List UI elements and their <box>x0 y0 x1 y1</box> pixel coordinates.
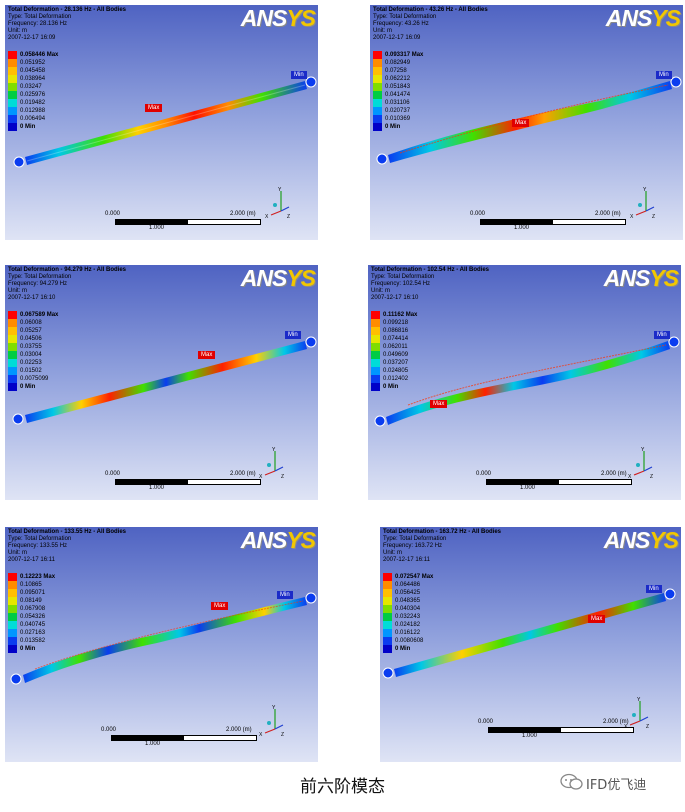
beam-deformation-plot <box>12 336 317 425</box>
result-type: Type: Total Deformation <box>383 536 447 542</box>
frequency: Frequency: 43.26 Hz <box>373 21 429 27</box>
svg-text:X: X <box>259 474 263 480</box>
min-marker: Min <box>656 71 672 79</box>
frequency: Frequency: 163.72 Hz <box>383 543 443 549</box>
svg-text:Z: Z <box>646 724 649 730</box>
min-marker: Min <box>291 71 307 79</box>
min-marker: Min <box>654 331 670 339</box>
unit: Unit: m <box>373 28 393 34</box>
max-marker: Max <box>430 400 448 408</box>
result-type: Type: Total Deformation <box>8 274 72 280</box>
frequency: Frequency: 28.136 Hz <box>8 21 68 27</box>
timestamp: 2007-12-17 16:09 <box>8 35 56 41</box>
timestamp: 2007-12-17 16:09 <box>373 35 421 41</box>
svg-text:Y: Y <box>278 187 282 193</box>
watermark: IFD优飞迪 <box>560 772 646 797</box>
mode-panel-2: Total Deformation - 43.26 Hz - All Bodie… <box>370 5 683 240</box>
timestamp: 2007-12-17 16:11 <box>383 557 430 563</box>
svg-text:Y: Y <box>272 705 276 711</box>
svg-text:X: X <box>630 214 634 220</box>
axis-triad-icon: Y X Z <box>624 697 649 730</box>
unit: Unit: m <box>383 550 403 556</box>
frequency: Frequency: 94.279 Hz <box>8 281 68 287</box>
axis-triad-icon: Y X Z <box>259 447 284 480</box>
watermark-label: IFD优飞迪 <box>586 778 647 793</box>
svg-text:Z: Z <box>287 214 290 220</box>
panel-title: Total Deformation - 94.279 Hz - All Bodi… <box>8 267 127 273</box>
min-marker: Min <box>277 591 293 599</box>
svg-text:Y: Y <box>643 187 647 193</box>
axis-triad-icon: Y X Z <box>628 447 653 480</box>
ansys-logo: ANSYS <box>603 527 679 553</box>
beam-deformation-plot <box>374 336 680 427</box>
ansys-logo: ANSYS <box>605 5 681 31</box>
svg-text:X: X <box>259 732 263 738</box>
unit: Unit: m <box>8 28 28 34</box>
frequency: Frequency: 133.55 Hz <box>8 543 68 549</box>
svg-text:Y: Y <box>637 697 641 703</box>
timestamp: 2007-12-17 16:11 <box>8 557 55 563</box>
beam-deformation-plot <box>10 592 317 685</box>
svg-text:Z: Z <box>652 214 655 220</box>
panel-title: Total Deformation - 133.55 Hz - All Bodi… <box>8 529 127 535</box>
max-marker: Max <box>211 602 229 610</box>
result-type: Type: Total Deformation <box>371 274 435 280</box>
ansys-logo: ANSYS <box>240 5 316 31</box>
beam-deformation-plot <box>382 588 676 679</box>
result-type: Type: Total Deformation <box>8 536 72 542</box>
mode-panel-6: Total Deformation - 163.72 Hz - All Bodi… <box>380 527 681 762</box>
max-marker: Max <box>145 104 163 112</box>
svg-text:Z: Z <box>281 732 284 738</box>
result-type: Type: Total Deformation <box>8 14 72 20</box>
svg-text:X: X <box>265 214 269 220</box>
svg-text:X: X <box>624 724 628 730</box>
panel-title: Total Deformation - 163.72 Hz - All Bodi… <box>383 529 502 535</box>
beam-deformation-plot <box>13 76 317 168</box>
panel-title: Total Deformation - 102.54 Hz - All Bodi… <box>371 267 490 273</box>
mode-panel-4: Total Deformation - 102.54 Hz - All Bodi… <box>368 265 681 500</box>
mode-panel-1: Total Deformation - 28.136 Hz - All Bodi… <box>5 5 318 240</box>
svg-text:Z: Z <box>281 474 284 480</box>
unit: Unit: m <box>8 288 28 294</box>
max-marker: Max <box>198 351 216 359</box>
timestamp: 2007-12-17 16:10 <box>8 295 56 301</box>
timestamp: 2007-12-17 16:10 <box>371 295 419 301</box>
frequency: Frequency: 102.54 Hz <box>371 281 431 287</box>
min-marker: Min <box>285 331 301 339</box>
svg-text:Y: Y <box>641 447 645 453</box>
unit: Unit: m <box>371 288 391 294</box>
panel-title: Total Deformation - 43.26 Hz - All Bodie… <box>373 7 488 13</box>
ansys-logo: ANSYS <box>240 265 316 291</box>
mode-panel-5: Total Deformation - 133.55 Hz - All Bodi… <box>5 527 318 762</box>
max-marker: Max <box>588 615 606 623</box>
svg-text:X: X <box>628 474 632 480</box>
panel-title: Total Deformation - 28.136 Hz - All Bodi… <box>8 7 127 13</box>
wechat-icon <box>560 773 583 790</box>
ansys-logo: ANSYS <box>603 265 679 291</box>
result-type: Type: Total Deformation <box>373 14 437 20</box>
figure-caption: 前六阶模态 <box>300 777 385 797</box>
mode-panel-3: Total Deformation - 94.279 Hz - All Bodi… <box>5 265 318 500</box>
ansys-logo: ANSYS <box>240 527 316 553</box>
max-marker: Max <box>512 119 530 127</box>
unit: Unit: m <box>8 550 28 556</box>
axis-triad-icon: Y X Z <box>630 187 655 220</box>
svg-text:Y: Y <box>272 447 276 453</box>
svg-text:Z: Z <box>650 474 653 480</box>
axis-triad-icon: Y X Z <box>265 187 290 220</box>
min-marker: Min <box>646 585 662 593</box>
axis-triad-icon: Y X Z <box>259 705 284 738</box>
